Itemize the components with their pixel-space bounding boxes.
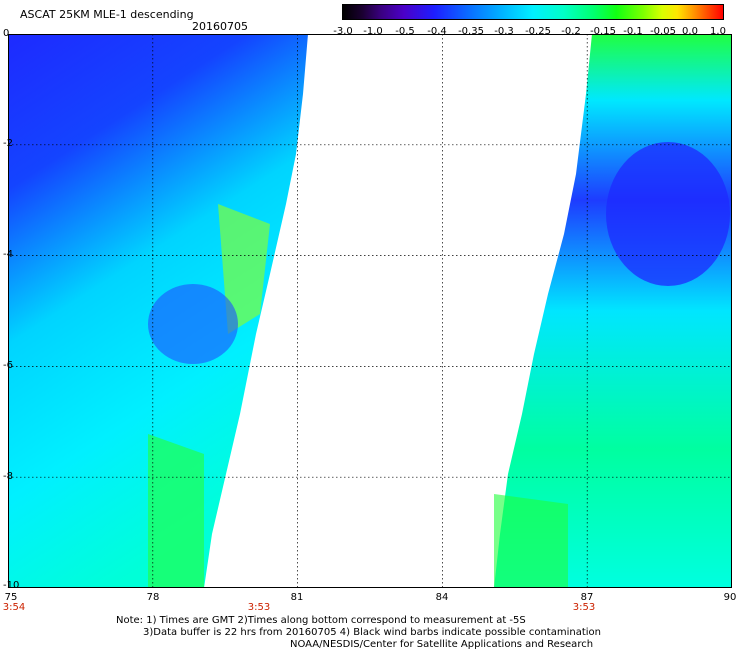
lat-label: -4 — [3, 249, 13, 260]
right-swath-blue-eddy — [606, 142, 730, 286]
colorbar-label: -0.4 — [427, 26, 447, 37]
swath-map — [8, 34, 732, 588]
lon-label: 81 — [290, 592, 304, 603]
colorbar-label: 0.0 — [682, 26, 698, 37]
colorbar-label: -0.5 — [395, 26, 415, 37]
colorbar-label: -0.05 — [650, 26, 676, 37]
time-label: 3:54 — [2, 602, 26, 613]
colorbar-label: -0.15 — [590, 26, 616, 37]
footer-note-2: 3)Data buffer is 22 hrs from 20160705 4)… — [143, 627, 601, 638]
lat-label: -6 — [3, 360, 13, 371]
lat-label: -2 — [3, 138, 13, 149]
map-frame — [8, 34, 732, 588]
colorbar-label: -0.25 — [525, 26, 551, 37]
colorbar-label: -0.2 — [561, 26, 581, 37]
colorbar-label: -3.0 — [333, 26, 353, 37]
lon-label: 90 — [723, 592, 737, 603]
lon-label: 84 — [435, 592, 449, 603]
lon-label: 78 — [146, 592, 160, 603]
colorbar-label: -1.0 — [363, 26, 383, 37]
map-title: ASCAT 25KM MLE-1 descending — [20, 8, 194, 21]
left-swath-green-edge — [218, 204, 270, 334]
lon-label: 75 — [4, 592, 18, 603]
colorbar-label: 1.0 — [710, 26, 726, 37]
left-swath-blue-eddy — [148, 284, 238, 364]
footer-note-1: Note: 1) Times are GMT 2)Times along bot… — [116, 615, 526, 626]
lat-label: 0 — [3, 28, 10, 39]
map-date: 20160705 — [192, 20, 248, 33]
colorbar-label: -0.35 — [458, 26, 484, 37]
right-swath-green-zone — [494, 494, 568, 588]
colorbar-label: -0.3 — [494, 26, 514, 37]
time-label: 3:53 — [572, 602, 596, 613]
colorbar-label: -0.1 — [623, 26, 643, 37]
lon-label: 87 — [580, 592, 594, 603]
lat-label: -10 — [3, 580, 20, 591]
time-label: 3:53 — [247, 602, 271, 613]
left-swath-green-zone — [148, 434, 204, 588]
lat-label: -8 — [3, 471, 13, 482]
color-scale-bar — [342, 4, 724, 20]
graticule — [8, 34, 732, 588]
footer-credit: NOAA/NESDIS/Center for Satellite Applica… — [290, 639, 594, 650]
